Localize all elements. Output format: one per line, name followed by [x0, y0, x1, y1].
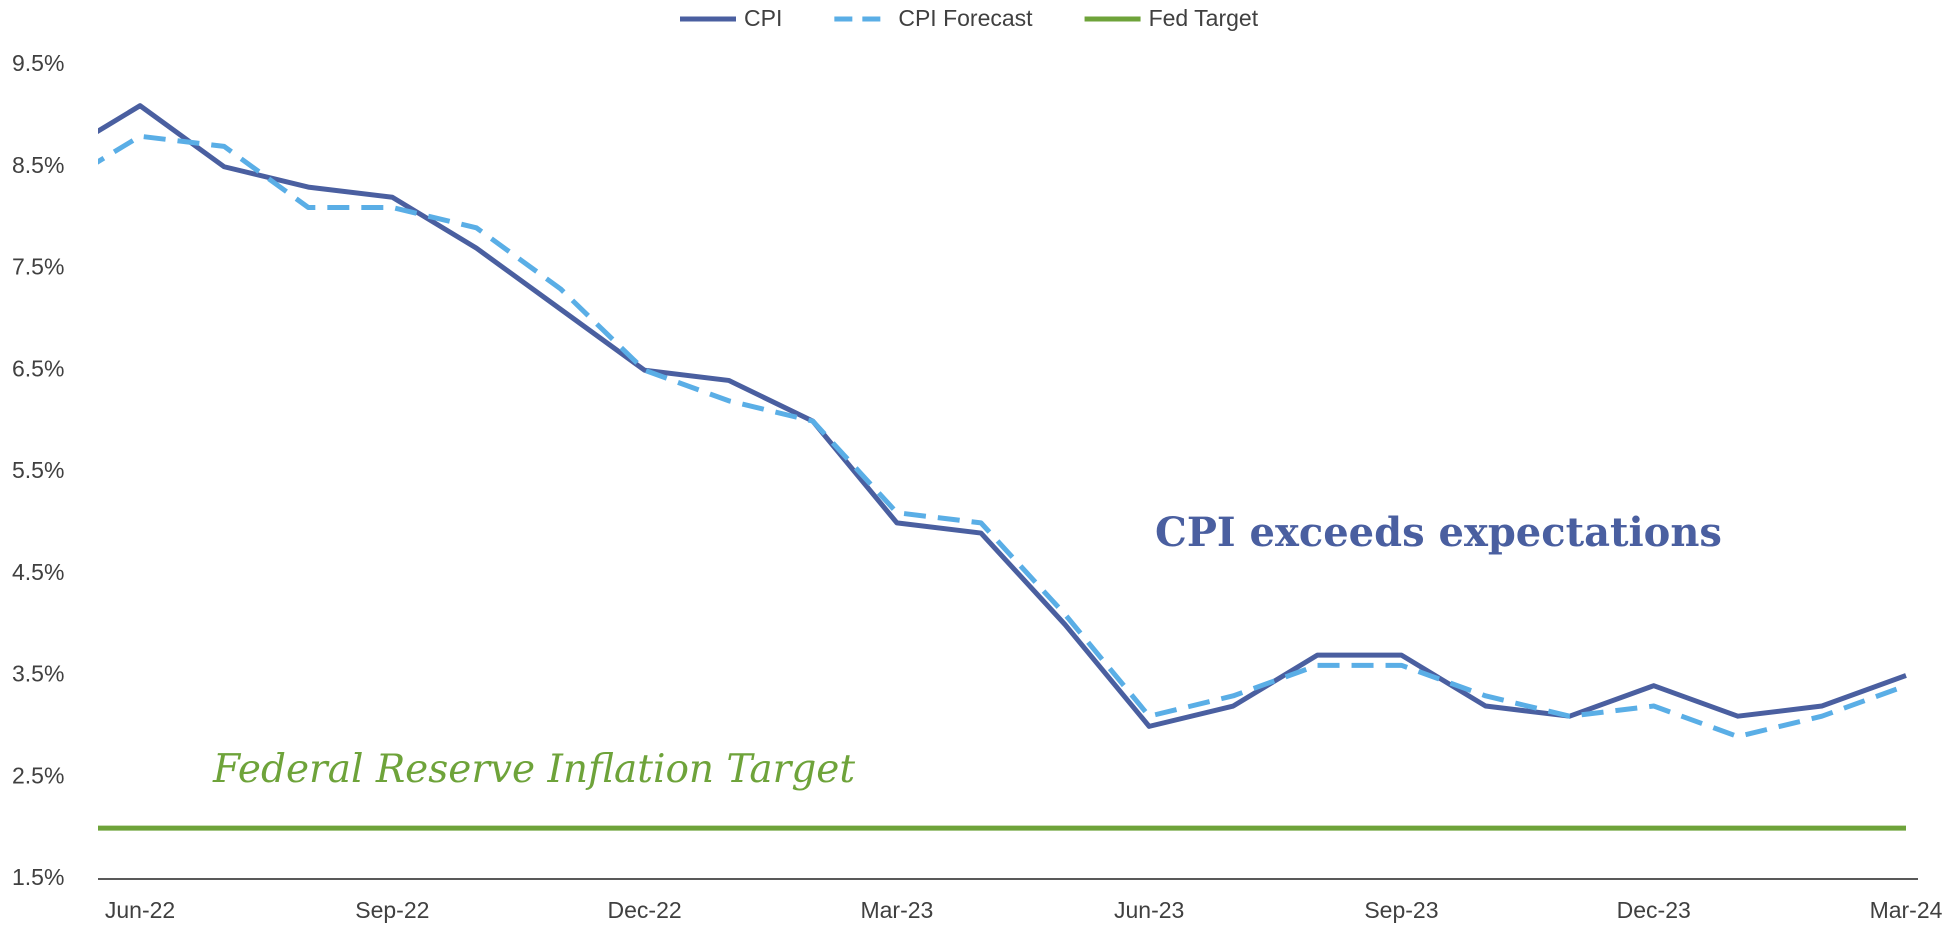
y-tick-label: 9.5% — [12, 50, 64, 76]
legend-label: CPI Forecast — [898, 5, 1033, 31]
x-tick-label: Dec-22 — [608, 897, 682, 923]
annotation: CPI exceeds expectations — [1155, 509, 1722, 556]
x-tick-label: Mar-24 — [1870, 897, 1943, 923]
y-tick-label: 8.5% — [12, 152, 64, 178]
series-line — [98, 133, 1907, 740]
y-tick-label: 3.5% — [12, 661, 64, 687]
annotation: Federal Reserve Inflation Target — [212, 747, 855, 792]
y-tick-label: 7.5% — [12, 254, 64, 280]
y-tick-label: 1.5% — [12, 864, 64, 890]
y-tick-label: 2.5% — [12, 762, 64, 788]
y-tick-label: 6.5% — [12, 355, 64, 381]
y-tick-label: 4.5% — [12, 559, 64, 585]
x-tick-label: Dec-23 — [1617, 897, 1691, 923]
plot-area — [98, 103, 1907, 831]
x-tick-label: Sep-22 — [355, 897, 429, 923]
legend-label: Fed Target — [1149, 5, 1259, 31]
series-line — [98, 103, 1907, 729]
x-tick-label: Sep-23 — [1364, 897, 1438, 923]
y-tick-label: 5.5% — [12, 457, 64, 483]
legend-label: CPI — [744, 5, 782, 31]
x-tick-label: Jun-23 — [1114, 897, 1184, 923]
x-tick-label: Jun-22 — [105, 897, 175, 923]
x-tick-label: Mar-23 — [860, 897, 933, 923]
